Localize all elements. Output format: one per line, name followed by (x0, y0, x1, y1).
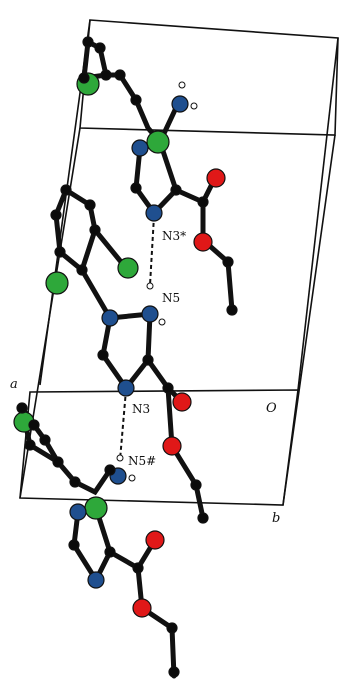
atom-o-bot-1 (145, 530, 165, 550)
atom-c (76, 264, 88, 276)
atom-cl-top (146, 130, 170, 154)
atom-h (190, 102, 198, 110)
atom-o-mid-2 (162, 436, 182, 456)
atom-n-bot-ring (69, 503, 87, 521)
label-n3-star: N3* (162, 229, 186, 243)
atom-c (226, 304, 238, 316)
atom-c (130, 182, 142, 194)
axis-label-b: b (272, 511, 280, 526)
atom-h (158, 318, 166, 326)
atom-c (68, 539, 80, 551)
atom-c (52, 456, 64, 468)
atom-c (222, 256, 234, 268)
atom-o-bot-2 (132, 598, 152, 618)
hbond-n3-n5hash (119, 389, 127, 461)
hbond-n3star-n5 (149, 215, 155, 286)
atom-c (104, 546, 116, 558)
atom-c (82, 36, 94, 48)
atom-c (114, 69, 126, 81)
unit-cell-edge-right-back (297, 37, 339, 391)
atom-c (142, 354, 154, 366)
atom-h (146, 282, 154, 290)
atom-n-bot-ring-2 (87, 571, 105, 589)
bonds (19, 39, 235, 679)
bond-top-ester-chain (200, 199, 235, 313)
atom-h (116, 454, 124, 462)
atom-c (78, 72, 90, 84)
atom-c (162, 382, 174, 394)
atom-c (166, 622, 178, 634)
atom-c (104, 464, 116, 476)
atom-o-top-1 (206, 168, 226, 188)
atom-o-mid-1 (172, 392, 192, 412)
label-n3: N3 (132, 402, 150, 416)
atom-n3-star (145, 204, 163, 222)
atom-cl-mid-left (45, 271, 69, 295)
atom-c (197, 196, 209, 208)
atom-o-top-2 (193, 232, 213, 252)
bond-mid-ester-chain (165, 385, 206, 521)
atom-n-mid-ring (101, 309, 119, 327)
atom-c (69, 476, 81, 488)
atom-c (197, 512, 209, 524)
atom-c (39, 434, 51, 446)
axis-label-origin: O (266, 401, 277, 416)
atom-n5 (141, 305, 159, 323)
bond-bot-ester-chain (135, 565, 177, 679)
atom-c (94, 42, 106, 54)
axis-label-a: a (10, 377, 18, 392)
label-n5-hash: N5# (128, 454, 156, 468)
atom-c (170, 184, 182, 196)
unit-cell-edge-right-front (282, 134, 336, 506)
atom-c (84, 199, 96, 211)
atom-h (178, 81, 186, 89)
atom-c (132, 562, 144, 574)
hydrogen-bonds (119, 215, 155, 461)
unit-cell-bottom-face (19, 389, 299, 506)
atom-h (128, 474, 136, 482)
atom-c (16, 402, 28, 414)
atom-c (130, 94, 142, 106)
atom-c (24, 439, 36, 451)
bond-top-1 (81, 39, 91, 81)
atom-n-top-ring (131, 139, 149, 157)
bond-chain-top-phenyl (85, 39, 178, 147)
bond-mid-link (79, 267, 113, 321)
unit-cell (19, 19, 339, 506)
atom-n-top-amine (171, 95, 189, 113)
atom-c (190, 479, 202, 491)
atom-c (28, 419, 40, 431)
atom-c (50, 209, 62, 221)
atom-c (89, 224, 101, 236)
atom-c (168, 666, 180, 678)
atom-c (60, 184, 72, 196)
atom-cl-bot (84, 496, 108, 520)
atoms (13, 36, 238, 678)
atom-c (97, 349, 109, 361)
atom-cl-mid-right (117, 257, 139, 279)
atom-c (100, 69, 112, 81)
atom-c (54, 246, 66, 258)
label-n5: N5 (162, 291, 180, 305)
atom-n3 (117, 379, 135, 397)
